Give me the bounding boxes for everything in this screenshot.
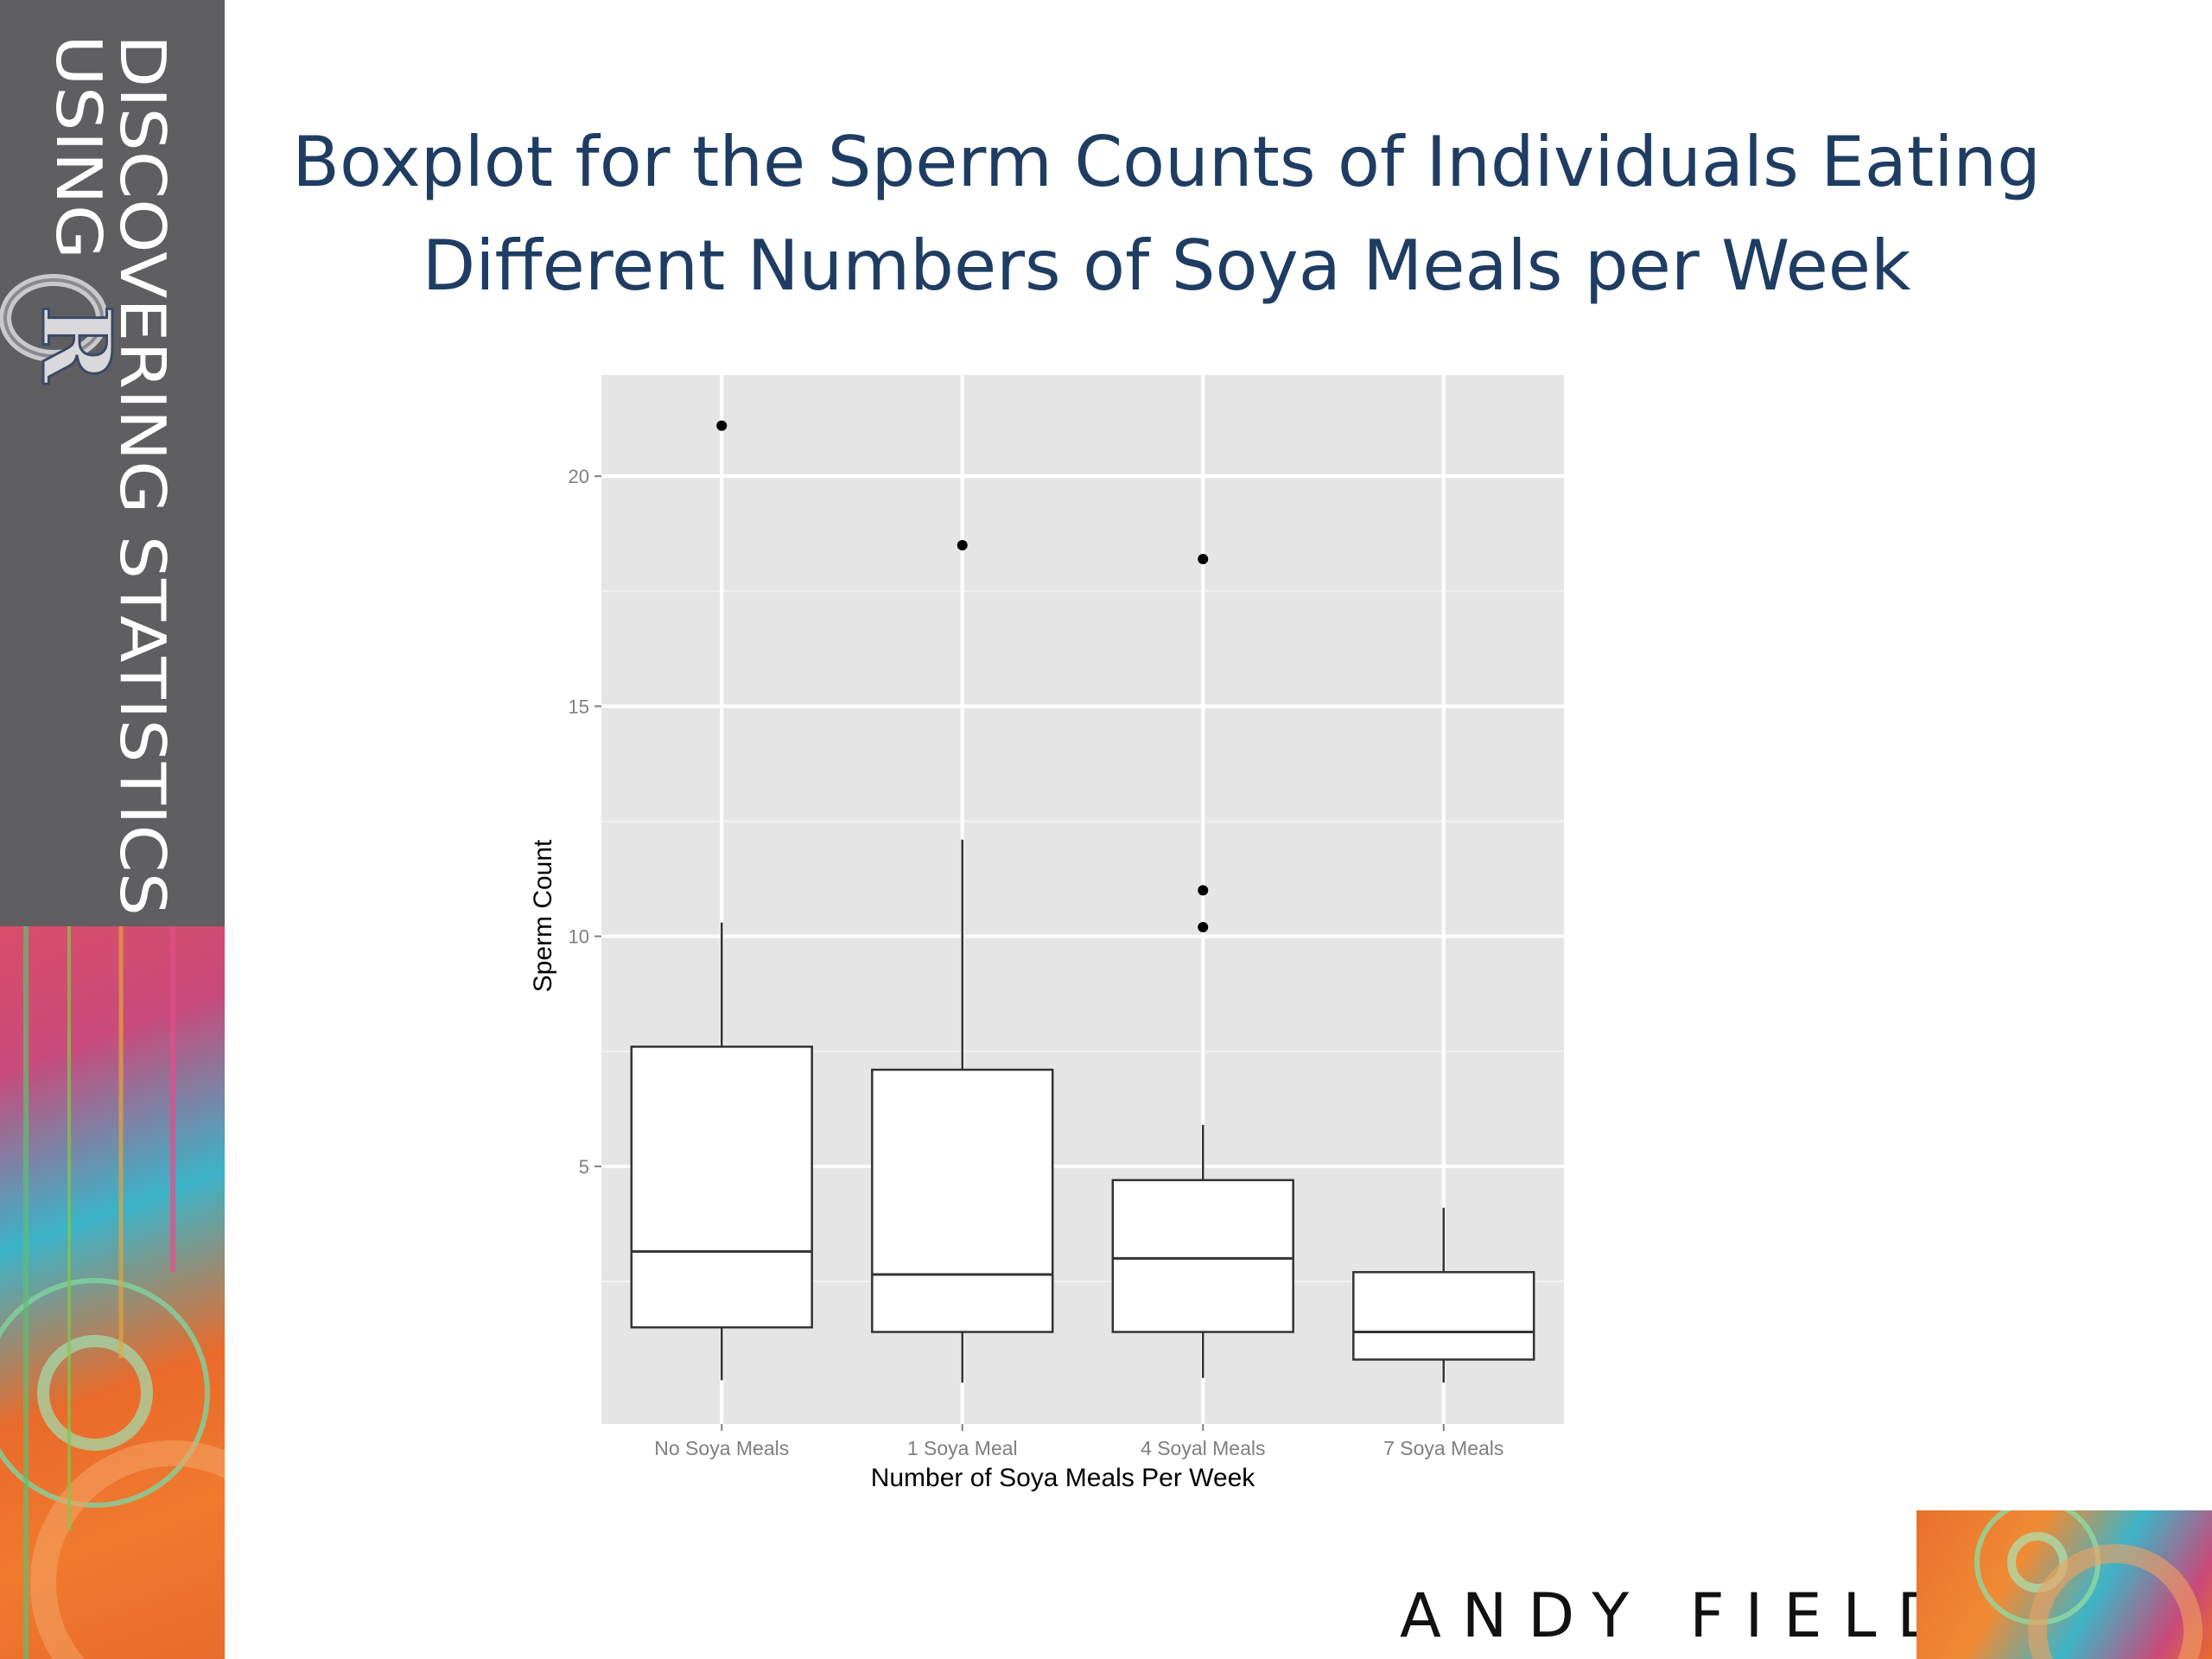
boxes — [630, 420, 1535, 1383]
book-title: R DISCOVERING STATISTICS USING — [0, 0, 225, 926]
box-group — [871, 540, 1054, 1383]
y-tick-label: 5 — [579, 1156, 589, 1178]
slide-title: Boxplot for the Sperm Counts of Individu… — [259, 111, 2074, 318]
x-tick-label: 1 Soya Meal — [907, 1437, 1018, 1459]
y-tick-label: 15 — [569, 696, 589, 717]
book-title-line2: USING — [42, 35, 115, 259]
box — [1352, 1271, 1535, 1361]
book-sidebar: R DISCOVERING STATISTICS USING — [0, 0, 225, 1659]
box — [871, 1068, 1054, 1333]
y-tick-label: 20 — [569, 466, 589, 487]
slide-title-line2: Different Numbers of Soya Meals per Week — [422, 226, 1911, 306]
box-group — [1111, 553, 1294, 1378]
x-tick-label: 7 Soya Meals — [1383, 1437, 1503, 1459]
slide-title-line1: Boxplot for the Sperm Counts of Individu… — [292, 122, 2041, 202]
box-group — [1352, 1207, 1535, 1383]
sidebar-artwork — [0, 926, 225, 1659]
corner-artwork — [1916, 1510, 2212, 1659]
x-axis-label: Number of Soya Meals Per Week — [871, 1464, 1256, 1492]
box — [630, 1046, 813, 1329]
r-logo-icon: R — [0, 274, 134, 386]
box — [1111, 1179, 1294, 1333]
y-tick-label: 10 — [569, 926, 589, 948]
y-axis: 5 10 15 20 — [569, 466, 601, 1178]
box-group — [630, 420, 813, 1381]
x-tick-label: No Soya Meals — [654, 1437, 789, 1459]
outlier-point — [716, 420, 728, 431]
outlier-point — [1198, 885, 1209, 896]
x-tick-label: 4 Soyal Meals — [1141, 1437, 1265, 1459]
book-title-line1: DISCOVERING STATISTICS — [106, 35, 179, 916]
outlier-point — [1198, 553, 1209, 564]
y-axis-label: Sperm Count — [529, 839, 557, 992]
outlier-point — [957, 540, 968, 551]
logo-letter: R — [21, 304, 132, 385]
boxplot-chart: 5 10 15 20 No Soya Meals 1 Soya Meal 4 Soyal … — [529, 375, 1564, 1492]
author-name: ANDY FIELD — [1400, 1580, 1965, 1651]
x-axis: No Soya Meals 1 Soya Meal 4 Soyal Meals 7 S… — [654, 1424, 1503, 1459]
outlier-point — [1198, 921, 1209, 932]
